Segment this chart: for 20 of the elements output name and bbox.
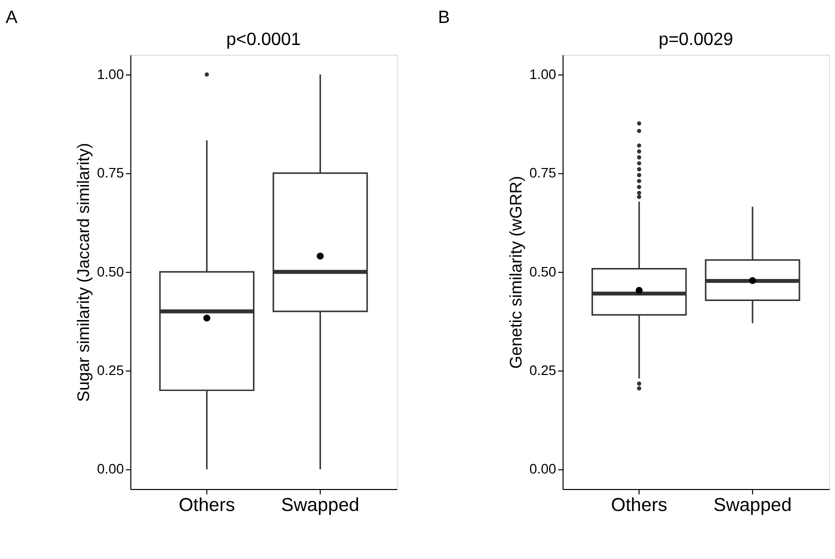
x-tick-label: Others: [610, 494, 668, 516]
y-tick-label: 1.00: [97, 66, 124, 82]
y-tick-label: 0.75: [529, 164, 556, 181]
y-tick-label: 0.25: [529, 362, 556, 378]
y-tick-label: 0.00: [97, 460, 124, 477]
y-tick-label: 0.50: [97, 263, 124, 280]
x-tick-label: Swapped: [713, 494, 792, 516]
chart-title: A: [6, 7, 18, 28]
chart-title: B: [438, 7, 450, 28]
y-tick-label: 0.50: [529, 263, 556, 280]
x-tick-label: Swapped: [281, 494, 360, 516]
x-tick-label: Others: [178, 494, 235, 516]
y-tick-label: 0.25: [97, 362, 124, 378]
text: p<0.0001: [226, 28, 301, 49]
y-tick-label: 0.00: [529, 460, 556, 477]
y-axis-title: Genetic similarity (wGRR): [506, 176, 526, 369]
y-tick-label: 1.00: [529, 66, 556, 82]
y-tick-label: 0.75: [97, 164, 124, 181]
text: p=0.0029: [658, 28, 734, 49]
y-axis-title: Sugar similarity (Jaccard similarity): [74, 142, 94, 402]
